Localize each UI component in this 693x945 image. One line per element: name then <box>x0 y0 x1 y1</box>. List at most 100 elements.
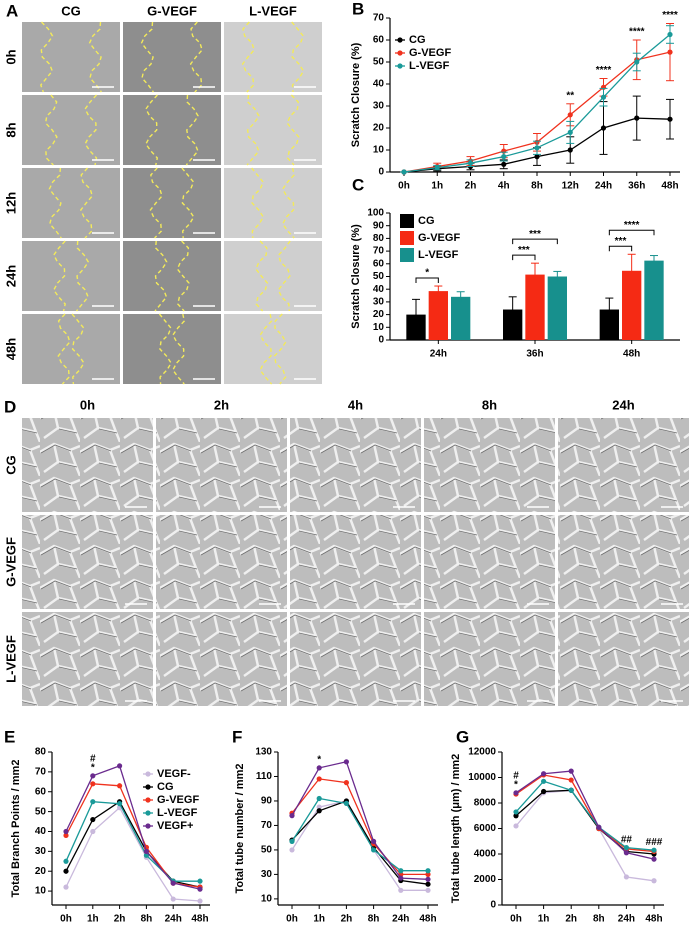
series-line <box>291 778 428 876</box>
micrograph <box>290 418 421 512</box>
column-label: 24h <box>612 397 634 412</box>
legend-label: G-VEGF <box>409 47 451 59</box>
row-label: 0h <box>3 49 18 64</box>
legend-marker <box>397 50 403 56</box>
legend-label: L-VEGF <box>409 60 450 72</box>
significance-bracket <box>512 238 558 245</box>
x-tick-label: 8h <box>368 914 380 925</box>
y-tick-label: 90 <box>261 796 273 807</box>
y-tick-label: 10 <box>373 322 385 333</box>
micrograph <box>22 418 153 512</box>
annotation: **** <box>629 27 645 38</box>
data-point <box>170 880 176 886</box>
x-tick-label: 2h <box>565 914 577 925</box>
wound-edge <box>84 94 98 166</box>
legend-swatch <box>400 231 414 245</box>
wound-edge <box>246 94 260 166</box>
bar <box>547 276 567 340</box>
data-point <box>513 823 519 829</box>
data-point <box>667 116 673 122</box>
data-point <box>289 847 295 853</box>
y-tick-label: 110 <box>256 771 273 782</box>
wound-edge <box>273 313 287 385</box>
y-tick-label: 50 <box>35 806 47 817</box>
micrograph <box>22 612 153 706</box>
data-point <box>467 160 474 166</box>
legend-label: G-VEGF <box>157 794 199 806</box>
x-tick-label: 2h <box>465 181 477 192</box>
micrograph <box>224 241 322 311</box>
x-tick-label: 8h <box>141 914 153 925</box>
panel-letter: D <box>4 397 16 416</box>
y-tick-label: 2000 <box>474 874 497 885</box>
y-tick-label: 40 <box>373 284 385 295</box>
micrograph <box>123 168 221 238</box>
row-label: 8h <box>3 122 18 137</box>
data-point <box>90 781 96 787</box>
y-tick-label: 20 <box>373 123 385 134</box>
data-point <box>434 165 440 171</box>
legend-label: CG <box>157 781 174 793</box>
data-point <box>541 771 547 777</box>
wound-edge <box>255 240 269 312</box>
micrograph <box>424 515 555 609</box>
annotation: ### <box>646 837 663 848</box>
column-label: 4h <box>348 397 363 412</box>
legend-label: CG <box>418 215 435 227</box>
wound-edge <box>48 167 62 239</box>
data-point <box>289 838 295 844</box>
significance-label: **** <box>624 220 640 231</box>
y-tick-label: 30 <box>373 297 385 308</box>
wound-edge <box>154 240 168 312</box>
x-tick-label: 48h <box>191 914 208 925</box>
bar <box>599 309 619 340</box>
wound-edge <box>145 94 159 166</box>
data-point <box>513 809 519 815</box>
bar <box>451 296 471 340</box>
data-point <box>197 898 203 904</box>
y-tick-label: 60 <box>373 258 385 269</box>
micrograph <box>156 515 287 609</box>
y-tick-label: 60 <box>373 35 385 46</box>
row-label: 24h <box>3 265 18 287</box>
data-point <box>634 59 640 65</box>
micrograph <box>123 95 221 165</box>
x-tick-label: 48h <box>419 914 436 925</box>
micrograph <box>224 314 322 384</box>
annotation: **** <box>596 65 612 76</box>
series-line <box>65 800 201 888</box>
y-tick-label: 60 <box>35 786 47 797</box>
micrograph <box>424 418 555 512</box>
data-point <box>90 799 96 805</box>
y-tick-label: 30 <box>373 101 385 112</box>
wound-edge <box>40 21 54 93</box>
x-tick-label: 8h <box>593 914 605 925</box>
micrograph <box>22 241 120 311</box>
data-point <box>197 886 203 892</box>
significance-label: *** <box>518 245 530 256</box>
column-label: G-VEGF <box>147 3 197 18</box>
y-tick-label: 0 <box>378 167 384 178</box>
annotation: # <box>513 770 519 781</box>
y-tick-label: 40 <box>35 826 47 837</box>
micrograph <box>156 418 287 512</box>
data-point <box>568 787 574 793</box>
wound-edge <box>158 313 172 385</box>
x-tick-label: 48h <box>661 181 678 192</box>
micrograph <box>123 22 221 92</box>
micrograph <box>558 418 689 512</box>
data-point <box>667 49 673 55</box>
y-axis-label: Total Branch Points / mm2 <box>10 760 22 898</box>
x-tick-label: 1h <box>538 914 550 925</box>
wound-edge <box>181 167 195 239</box>
y-tick-label: 0 <box>378 335 384 346</box>
x-tick-label: 4h <box>498 181 510 192</box>
y-tick-label: 10000 <box>468 772 496 783</box>
x-tick-label: 48h <box>645 914 662 925</box>
micrograph <box>424 612 555 706</box>
y-tick-label: 70 <box>373 246 385 257</box>
wound-edge <box>286 94 300 166</box>
x-tick-label: 36h <box>628 181 645 192</box>
column-label: 0h <box>80 397 95 412</box>
data-point <box>425 887 431 893</box>
